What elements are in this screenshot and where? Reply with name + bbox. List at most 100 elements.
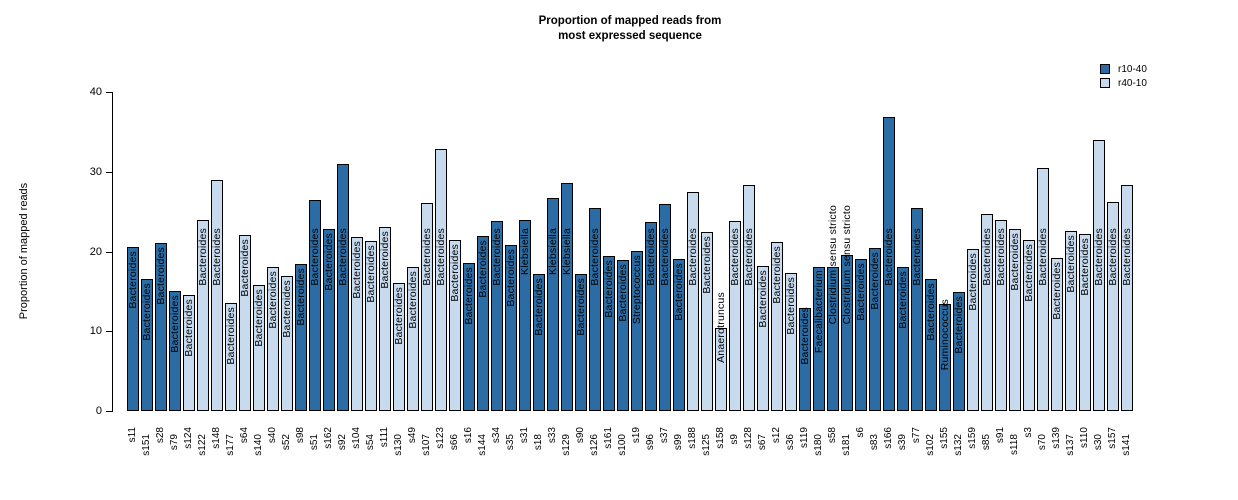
x-tick-label: s148: [211, 427, 222, 449]
x-tick-label: s99: [673, 433, 684, 450]
y-tick-label: 0: [95, 405, 102, 417]
y-tick-mark: [106, 251, 112, 253]
x-tick-label: s123: [435, 427, 446, 449]
bar: [1121, 185, 1133, 411]
x-tick-label: s34: [491, 427, 502, 444]
x-tick-label: s158: [715, 427, 726, 449]
bar-genus-label: Bacteroides: [182, 298, 195, 357]
bar: [827, 267, 839, 411]
bar: [337, 163, 349, 411]
bar: [1023, 239, 1035, 411]
bar-genus-label: Bacteroides: [588, 227, 601, 286]
bar-genus-label: Klebsiella: [560, 227, 573, 275]
x-tick-label: s111: [379, 427, 390, 448]
bar-genus-label: Bacteroides: [420, 227, 433, 286]
bar-genus-label: Ruminococcus: [938, 299, 951, 371]
bar: [197, 219, 209, 411]
bar: [743, 184, 755, 411]
bar-genus-label: Bacteroides: [742, 227, 755, 286]
bar-genus-label: Bacteroides: [140, 282, 153, 341]
bar-genus-label: Bacteroides: [1036, 227, 1049, 286]
x-tick-label: s66: [449, 433, 460, 450]
x-tick-label: s188: [687, 427, 698, 449]
x-tick-label: s77: [911, 427, 922, 444]
bar-genus-label: Bacteroides: [658, 227, 671, 286]
bar: [1079, 233, 1091, 411]
bar-genus-label: Bacteroides: [1008, 233, 1021, 291]
bar: [799, 308, 811, 411]
bar-genus-label: Bacteroides: [924, 283, 937, 342]
x-tick-label: s35: [505, 433, 516, 450]
bar-genus-label: Klebsiella: [518, 227, 531, 275]
x-tick-label: s98: [295, 427, 306, 444]
bar: [323, 229, 335, 411]
legend-swatch-light: [1100, 78, 1110, 88]
bar: [561, 182, 573, 411]
bar: [491, 221, 503, 411]
x-tick-label: s102: [925, 433, 936, 456]
bar: [771, 241, 783, 411]
x-tick-label: s11: [127, 427, 138, 443]
bar-genus-label: Bacteroides: [1078, 237, 1091, 296]
bar-genus-label: Bacteroides: [336, 227, 349, 286]
y-tick-mark: [106, 331, 112, 333]
bar: [659, 204, 671, 411]
bar: [841, 255, 853, 411]
x-tick-label: s40: [267, 427, 278, 444]
legend-label: r40-10: [1118, 77, 1147, 89]
bar-genus-label: Bacteroides: [672, 262, 685, 321]
bar-genus-label: Bacteroides: [1050, 261, 1063, 320]
x-tick-label: s6: [855, 427, 866, 438]
bar-genus-label: Bacteroides: [770, 245, 783, 304]
x-tick-label: s92: [337, 433, 348, 450]
bar: [757, 265, 769, 411]
bar: [1107, 202, 1119, 411]
x-tick-label: s83: [869, 433, 880, 450]
bar-genus-label: Bacteroides: [686, 227, 699, 286]
x-tick-label: s39: [897, 433, 908, 450]
x-tick-label: s180: [813, 433, 824, 456]
bar: [519, 220, 531, 411]
bar: [239, 234, 251, 411]
bar-genus-label: Bacteroides: [574, 277, 587, 336]
x-tick-label: s54: [365, 433, 376, 450]
y-tick-label: 30: [89, 165, 102, 178]
bar: [365, 241, 377, 411]
bar: [911, 208, 923, 411]
bar-genus-label: Bacteroides: [756, 269, 769, 328]
bar: [155, 242, 167, 411]
x-tick-label: s118: [1009, 433, 1020, 455]
x-tick-label: s90: [575, 427, 586, 444]
x-tick-label: s64: [239, 427, 250, 444]
bar-genus-label: Bacteroides: [1064, 234, 1077, 293]
x-tick-label: s122: [197, 433, 208, 456]
bar-genus-label: Bacteroides: [280, 280, 293, 338]
bar-genus-label: Bacteroides: [882, 227, 895, 286]
legend-swatch-dark: [1100, 64, 1110, 74]
x-tick-label: s30: [1093, 433, 1104, 450]
bar-genus-label: Bacteroides: [364, 245, 377, 303]
bar-genus-label: Bacteroides: [406, 271, 419, 330]
bar-genus-label: Bacteroides: [308, 227, 321, 286]
bar-genus-label: Klebsiella: [546, 227, 559, 275]
bar: [715, 328, 727, 411]
x-tick-label: s126: [589, 433, 600, 456]
bar: [701, 232, 713, 411]
legend-item-r40-10: r40-10: [1100, 76, 1147, 90]
bar-genus-label: Bacteroides: [392, 286, 405, 345]
bar: [603, 256, 615, 411]
x-tick-label: s28: [155, 427, 166, 444]
x-tick-label: s161: [603, 427, 614, 449]
bar-genus-label: Bacteroides: [154, 246, 167, 305]
bar: [883, 116, 895, 411]
bar: [575, 273, 587, 411]
bar-genus-label: Bacteroides: [434, 227, 447, 286]
bar-genus-label: Bacteroides: [266, 271, 279, 330]
x-tick-label: s70: [1037, 433, 1048, 450]
x-tick-label: s36: [785, 433, 796, 450]
x-tick-label: s129: [561, 433, 572, 456]
bar-genus-label: Bacteroides: [980, 227, 993, 286]
bar-genus-label: Bacteroides: [644, 227, 657, 286]
bar: [267, 267, 279, 411]
bar-genus-label: Streptococcus: [630, 254, 643, 324]
